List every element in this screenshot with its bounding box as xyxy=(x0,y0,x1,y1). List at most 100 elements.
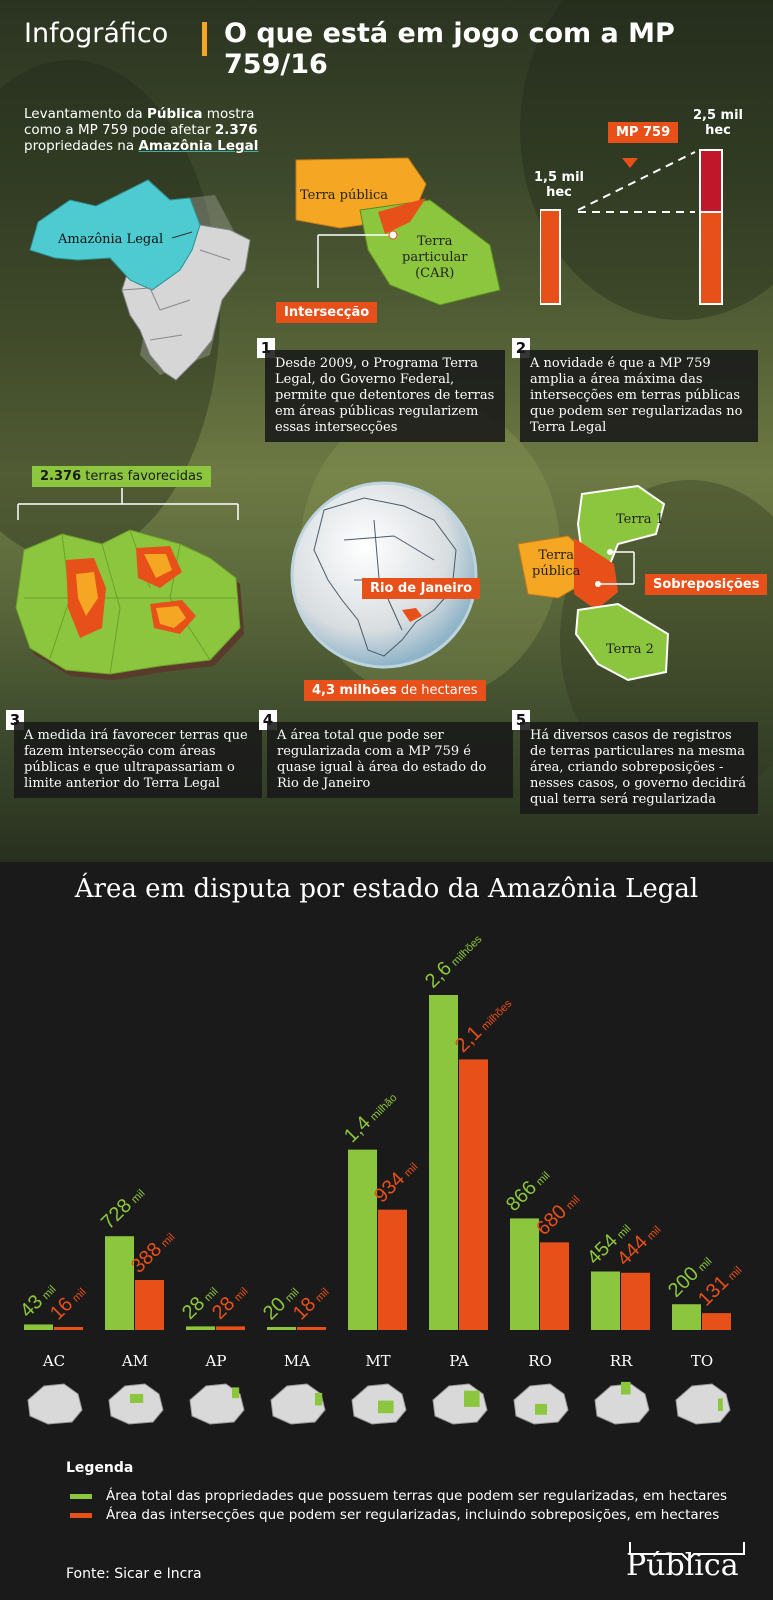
step-4-text: A área total que pode ser regularizada c… xyxy=(267,722,513,798)
overlaps-tag: Sobreposições xyxy=(645,574,768,595)
old-limit-unit: hec xyxy=(546,185,572,200)
private-label-2: particular xyxy=(402,250,468,265)
new-limit-label: 2,5 mil hec xyxy=(693,108,743,138)
state-mini-map xyxy=(189,1383,245,1425)
old-limit-bar xyxy=(540,209,561,305)
category-label: AP xyxy=(205,1352,227,1370)
growth-line xyxy=(577,151,696,211)
category-label: PA xyxy=(449,1352,469,1370)
state-borders xyxy=(121,249,231,341)
state-highlight xyxy=(464,1390,480,1407)
bar-ro-intersection xyxy=(540,1242,569,1330)
data-label: 934mil xyxy=(370,1155,422,1207)
overlap-diagram xyxy=(518,484,670,682)
intro-line1b: Pública xyxy=(146,106,203,122)
public-land-label: Terra pública xyxy=(300,188,389,203)
bar-rr-total xyxy=(591,1271,620,1330)
land-parcels xyxy=(15,529,241,675)
intersection-shape xyxy=(378,198,426,234)
mp-tag: MP 759 xyxy=(608,122,679,143)
mp-tag-pointer xyxy=(622,158,638,168)
bar-rr-intersection xyxy=(621,1272,650,1330)
legend-item-total: Área total das propriedades que possuem … xyxy=(70,1488,727,1504)
state-mini-map xyxy=(594,1383,650,1425)
private-label-1: Terra xyxy=(416,234,453,249)
data-label: 2,6milhões xyxy=(421,930,486,993)
intersection-tag: Intersecção xyxy=(276,302,378,323)
intro-line3b: Amazônia Legal xyxy=(138,138,259,154)
mp-limit-graphic xyxy=(540,149,723,305)
rio-de-janeiro-shape xyxy=(402,608,422,622)
header-divider xyxy=(202,22,207,56)
bar-chart: 43mil16milAC728mil388milAM28mil28milAP20… xyxy=(16,930,744,1425)
public-area xyxy=(76,572,98,616)
state-highlight xyxy=(718,1398,723,1411)
rio-tag: Rio de Janeiro xyxy=(362,578,481,599)
state-mini-map xyxy=(675,1383,731,1425)
page-title: O que está em jogo com a MP 759/16 xyxy=(224,18,675,80)
private-label-3: (CAR) xyxy=(415,266,455,281)
logo-bracket xyxy=(629,1542,745,1562)
intro-line1c: mostra xyxy=(202,106,255,122)
overlap-public-label: Terra pública xyxy=(532,548,580,580)
data-label: 28mil xyxy=(208,1280,252,1324)
data-label: 1,4milhão xyxy=(340,1086,401,1147)
bar-mt-total xyxy=(348,1149,377,1330)
source-text: Fonte: Sicar e Incra xyxy=(66,1566,202,1582)
legend-swatch-green xyxy=(70,1493,92,1499)
bar-ma-total xyxy=(267,1327,296,1330)
amazonia-label: Amazônia Legal xyxy=(58,232,164,247)
public-area xyxy=(144,554,172,578)
legend-item-intersection: Área das intersecções que podem ser regu… xyxy=(70,1507,719,1523)
new-limit-value: 2,5 mil xyxy=(693,108,744,123)
bar-mt-intersection xyxy=(378,1209,407,1330)
bar-ro-total xyxy=(510,1218,539,1330)
state-mini-map xyxy=(27,1383,83,1425)
overlap-dot xyxy=(607,549,613,555)
bar-ap-total xyxy=(186,1326,215,1330)
bar-to-intersection xyxy=(702,1313,731,1330)
state-highlight xyxy=(315,1392,323,1406)
overlap-area xyxy=(574,538,618,610)
intro-line2a: como a MP 759 pode afetar xyxy=(24,122,215,138)
legend-label-total: Área total das propriedades que possuem … xyxy=(106,1488,728,1504)
overlap-public-1: Terra xyxy=(538,548,574,563)
state-highlight xyxy=(130,1394,144,1403)
bar-pa-total xyxy=(429,995,458,1330)
new-limit-extra-bar xyxy=(699,149,723,213)
category-label: AC xyxy=(42,1352,65,1370)
new-limit-unit: hec xyxy=(705,123,731,138)
data-label: 866mil xyxy=(502,1164,554,1216)
step-5-text: Há diversos casos de registros de terras… xyxy=(520,722,758,814)
intro-line1a: Levantamento da xyxy=(24,106,147,122)
bar-ac-intersection xyxy=(54,1327,83,1330)
land-1-label: Terra 1 xyxy=(616,512,664,527)
state-mini-map xyxy=(270,1383,326,1425)
south-america-outline xyxy=(313,497,457,657)
country-borders xyxy=(343,519,435,631)
intro-line2b: 2.376 xyxy=(214,122,258,138)
bar-ap-intersection xyxy=(216,1326,245,1330)
data-label: 680mil xyxy=(532,1188,584,1240)
favored-lands-map xyxy=(15,488,244,680)
private-land-label: Terra particular (CAR) xyxy=(402,234,467,282)
bar-ma-intersection xyxy=(297,1327,326,1330)
intersection-dot xyxy=(388,230,398,240)
logo-speech-bracket xyxy=(629,1542,745,1562)
step-2-text: A novidade é que a MP 759 amplia a área … xyxy=(520,350,758,442)
intro-line3a: propriedades na xyxy=(24,138,139,154)
favored-count: 2.376 xyxy=(40,469,82,484)
amazonia-map xyxy=(29,179,201,291)
brazil-land-diagram xyxy=(29,157,501,381)
data-label: 388mil xyxy=(127,1226,179,1278)
bar-ac-total xyxy=(24,1324,53,1330)
category-label: RR xyxy=(610,1352,633,1370)
land-2-label: Terra 2 xyxy=(606,642,654,657)
state-highlight xyxy=(378,1400,394,1414)
legend-label-intersection: Área das intersecções que podem ser regu… xyxy=(106,1507,720,1523)
old-limit-label: 1,5 mil hec xyxy=(534,170,584,200)
legend-swatch-orange xyxy=(70,1512,92,1518)
publica-logo: Pública xyxy=(626,1548,739,1583)
land-2-shape xyxy=(574,602,670,682)
state-highlight xyxy=(621,1381,631,1395)
